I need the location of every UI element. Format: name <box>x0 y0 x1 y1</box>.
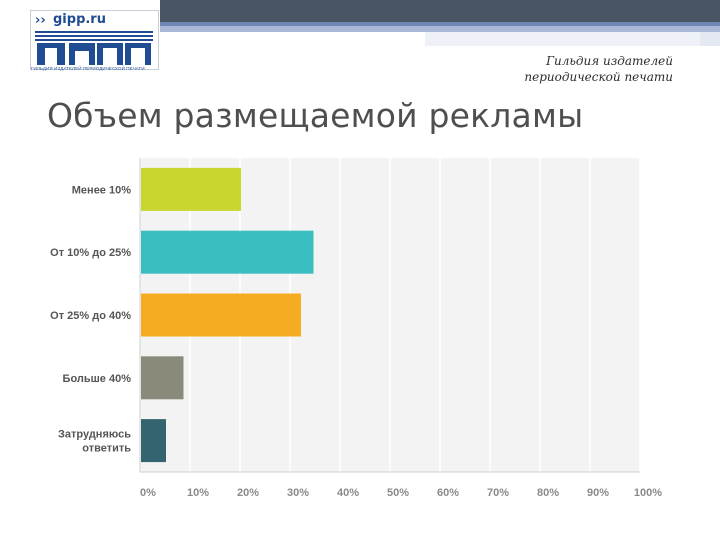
gipp-emblem-icon <box>35 31 153 65</box>
x-tick-label: 100% <box>634 487 662 499</box>
page-title: Объем размещаемой рекламы <box>47 96 584 135</box>
organization-name-line-2: периодической печати <box>524 70 673 84</box>
x-tick-label: 50% <box>387 487 409 499</box>
top-band-corner <box>700 32 720 46</box>
x-tick-label: 60% <box>437 487 459 499</box>
bar <box>141 293 301 337</box>
category-label: Больше 40% <box>63 373 132 385</box>
x-tick-label: 30% <box>287 487 309 499</box>
x-tick-label: 90% <box>587 487 609 499</box>
category-label-line: От 10% до 25% <box>50 247 131 259</box>
category-label: От 25% до 40% <box>50 310 131 322</box>
x-tick-label: 0% <box>140 487 156 499</box>
category-label: Менее 10% <box>72 184 131 196</box>
organization-name: Гильдия издателей периодической печати <box>524 53 673 85</box>
x-tick-label: 10% <box>187 487 209 499</box>
category-label: От 10% до 25% <box>50 247 131 259</box>
category-label-line: Затрудняюсь <box>58 429 131 441</box>
logo-site-text: gipp.ru <box>53 12 106 27</box>
category-label-line: От 25% до 40% <box>50 310 131 322</box>
top-band-blue <box>160 22 720 26</box>
bar <box>141 167 241 211</box>
category-label-line: Менее 10% <box>72 184 131 196</box>
category-label-line: Больше 40% <box>63 373 132 385</box>
organization-name-line-1: Гильдия издателей <box>546 54 673 68</box>
category-label: Затрудняюсь ответить <box>58 429 131 455</box>
logo-caption: ГИЛЬДИЯ ИЗДАТЕЛЕЙ ПЕРИОДИЧЕСКОЙ ПЕЧАТИ <box>31 66 145 71</box>
x-tick-label: 40% <box>337 487 359 499</box>
bar <box>141 356 184 400</box>
category-label-line: ответить <box>82 443 131 455</box>
x-tick-label: 80% <box>537 487 559 499</box>
bar <box>141 230 314 274</box>
chevron-right-icon: ›› <box>35 13 46 28</box>
top-band-light <box>160 26 720 32</box>
x-tick-label: 20% <box>237 487 259 499</box>
bar <box>141 419 166 463</box>
top-band-pale <box>425 32 720 46</box>
x-tick-label: 70% <box>487 487 509 499</box>
top-band-dark <box>160 0 720 22</box>
gipp-logo: ›› gipp.ru <box>30 10 159 70</box>
